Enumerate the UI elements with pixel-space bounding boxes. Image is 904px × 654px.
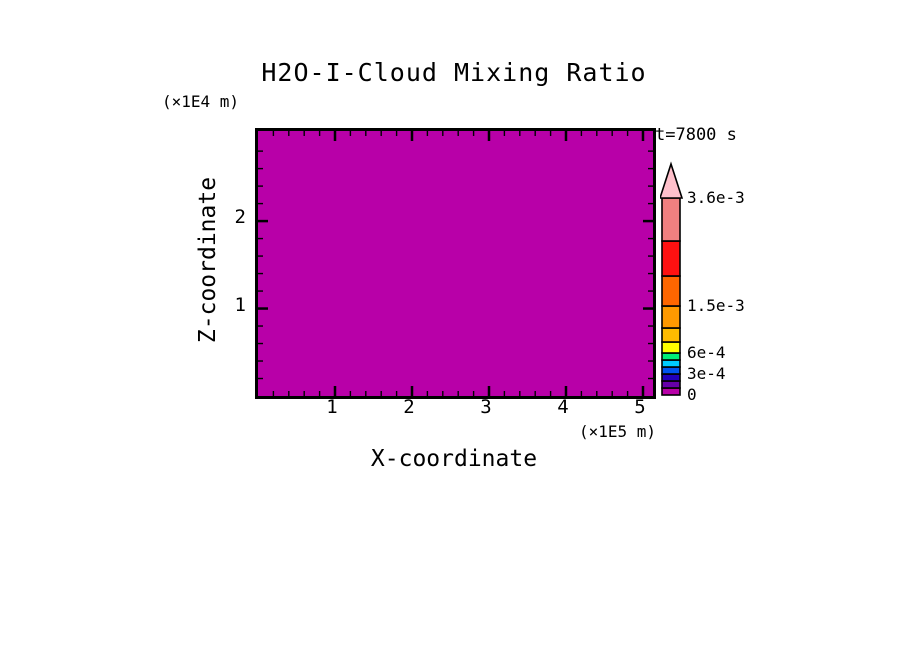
colorbar-segment: [661, 373, 681, 382]
colorbar-segment: [661, 380, 681, 389]
colorbar-segment: [661, 327, 681, 343]
colorbar-level-label: 0: [687, 385, 697, 404]
time-annotation: t=7800 s: [655, 125, 737, 145]
colorbar-level-label: 3e-4: [687, 364, 726, 383]
colorbar-segment: [661, 341, 681, 354]
colorbar-level-label: 3.6e-3: [687, 188, 745, 207]
x-tick-label: 1: [326, 396, 338, 418]
colorbar-level-label: 1.5e-3: [687, 296, 745, 315]
colorbar-segment: [661, 275, 681, 307]
y-tick-label: 2: [234, 206, 246, 229]
colorbar-level-label: 6e-4: [687, 343, 726, 362]
colorbar-segment: [661, 359, 681, 368]
colorbar-segment: [661, 366, 681, 375]
x-tick-label: 4: [557, 396, 569, 418]
colorbar-segment: [661, 305, 681, 329]
plot-area: [255, 128, 656, 399]
chart-title: H2O-I-Cloud Mixing Ratio: [261, 58, 647, 87]
axis-ticks: [258, 131, 653, 396]
colorbar-segment: [661, 240, 681, 277]
colorbar-segment: [661, 352, 681, 361]
colorbar-arrow-cap: [660, 161, 684, 199]
x-axis-title: X-coordinate: [370, 446, 538, 472]
y-axis-unit-label: (×1E4 m): [162, 92, 240, 111]
x-tick-label: 5: [634, 396, 646, 418]
x-axis-unit-label: (×1E5 m): [578, 422, 656, 441]
colorbar: [660, 161, 684, 396]
colorbar-segment: [661, 197, 681, 242]
y-tick-label: 1: [234, 293, 246, 316]
y-axis-title: Z-coordinate: [195, 176, 221, 344]
colorbar-segment: [661, 387, 681, 396]
x-tick-label: 3: [480, 396, 492, 418]
x-tick-label: 2: [403, 396, 415, 418]
